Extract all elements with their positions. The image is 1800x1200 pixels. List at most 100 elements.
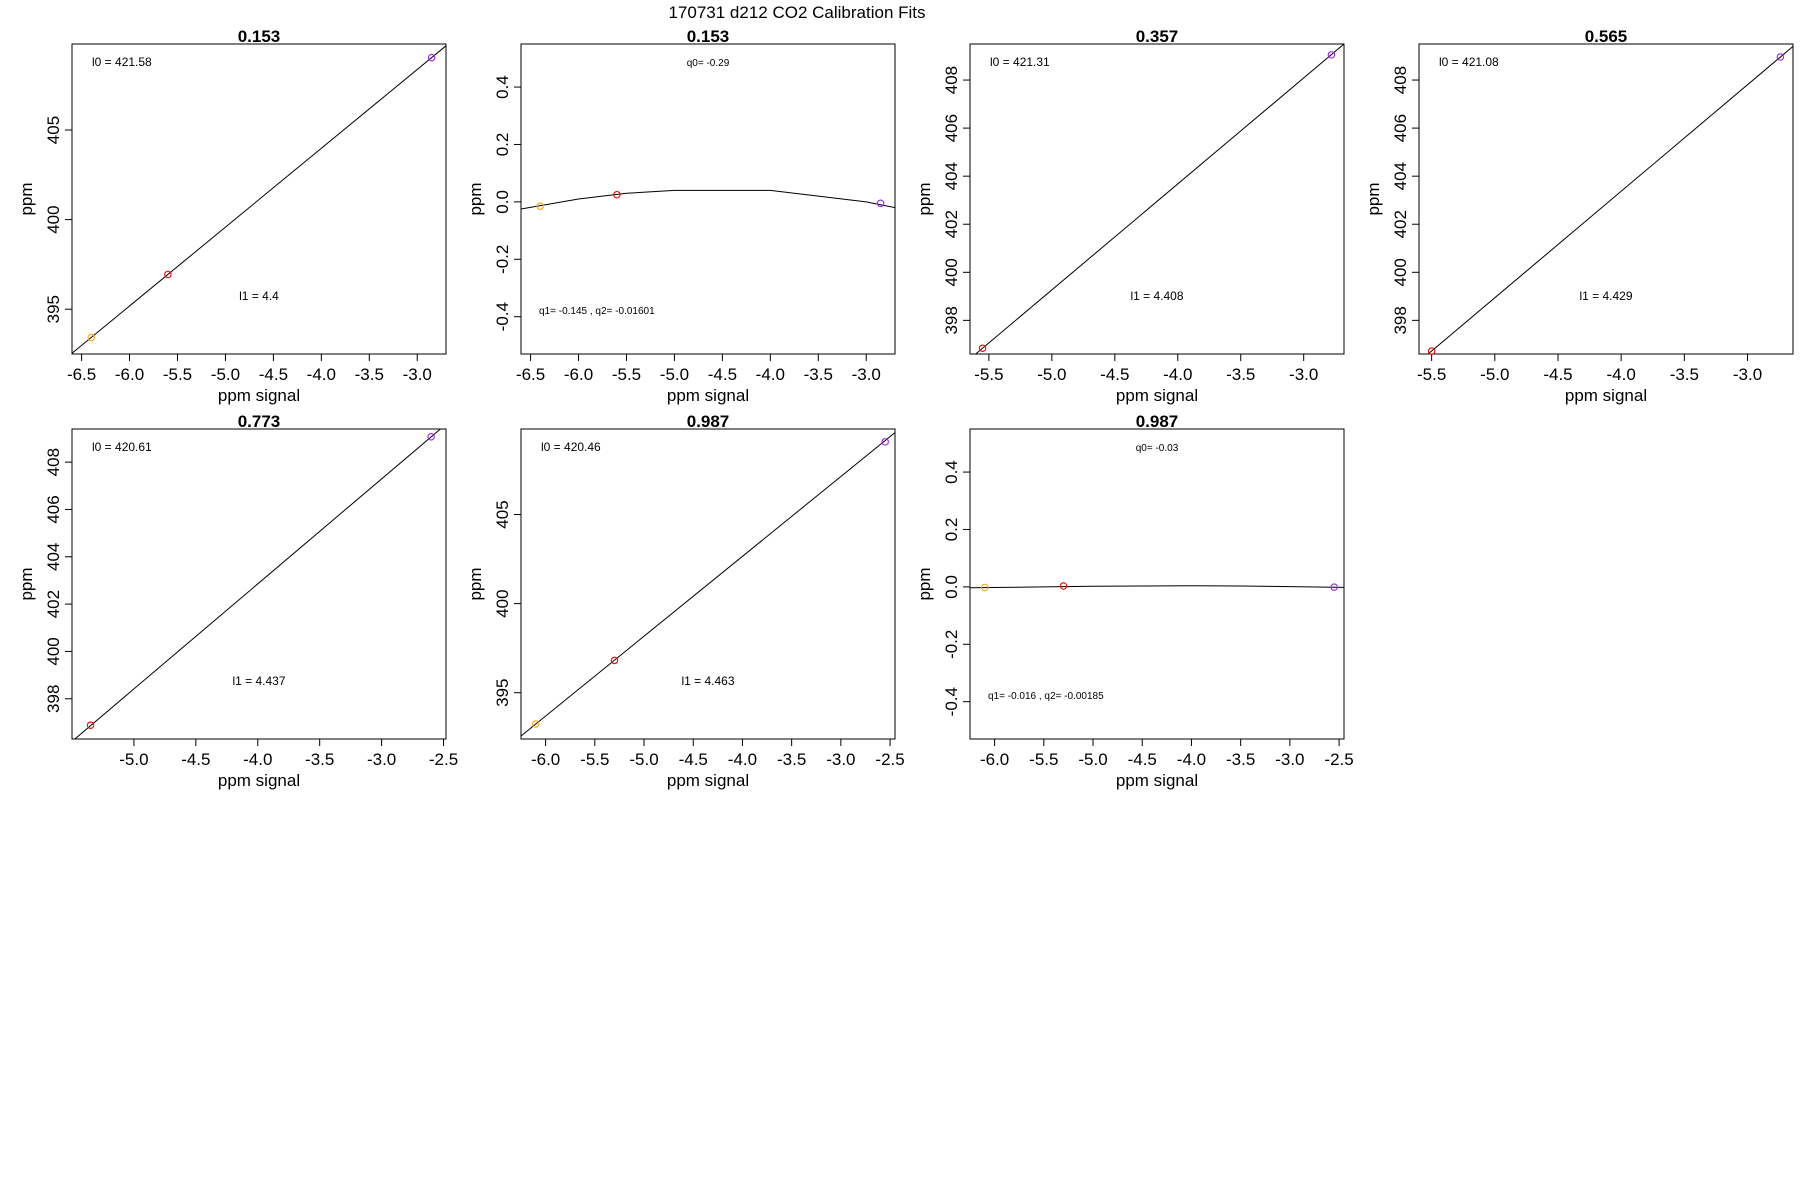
data-point (610, 656, 619, 665)
y-tick-label: 0.4 (493, 75, 512, 99)
x-tick-label: -5.0 (1037, 365, 1066, 384)
x-tick-label: -3.5 (305, 750, 334, 769)
x-axis-label: ppm signal (667, 386, 749, 405)
x-axis-label: ppm signal (1116, 386, 1198, 405)
fit-line (74, 429, 442, 739)
fit-line (970, 585, 1344, 589)
chart-panel: 0.773 -5.0 -4.5 -4.0 -3.5 -3.0 -2.5 398 400 402 40… (17, 412, 458, 790)
chart-panel: 0.153 -6.5 -6.0 -5.5 -5.0 -4.5 -4.0 -3.5 -3.0 -0.… (466, 27, 896, 405)
y-tick-label: -0.4 (493, 302, 512, 331)
x-tick-label: -3.0 (826, 750, 855, 769)
fit-annotation-top: l0 = 421.08 (1439, 55, 1499, 69)
data-point (1059, 582, 1068, 590)
y-tick-label: 0.2 (493, 133, 512, 157)
x-axis-label: ppm signal (218, 771, 300, 790)
x-tick-label: -6.0 (564, 365, 593, 384)
fit-annotation-bottom: l1 = 4.4 (239, 289, 279, 303)
x-tick-label: -3.0 (403, 365, 432, 384)
x-tick-label: -6.0 (531, 750, 560, 769)
x-tick-label: -5.5 (1417, 365, 1446, 384)
y-tick-label: 404 (1391, 162, 1410, 190)
x-tick-label: -3.5 (804, 365, 833, 384)
y-axis-label: ppm (17, 567, 36, 600)
data-point (427, 53, 436, 62)
plot-frame (71, 428, 447, 740)
y-tick-label: 0.0 (942, 575, 961, 599)
x-tick-label: -4.0 (1163, 365, 1192, 384)
y-tick-label: 400 (942, 258, 961, 286)
chart-panel: 0.565 -5.5 -5.0 -4.5 -4.0 -3.5 -3.0 398 400 402 40… (1364, 27, 1794, 405)
chart-panel: 0.153 -6.5 -6.0 -5.5 -5.0 -4.5 -4.0 -3.5 -3.0 395… (17, 27, 447, 405)
figure-title: 170731 d212 CO2 Calibration Fits (668, 3, 925, 22)
x-tick-label: -5.0 (1078, 750, 1107, 769)
x-tick-label: -5.0 (629, 750, 658, 769)
y-tick-label: 402 (44, 590, 63, 618)
data-point (1330, 583, 1338, 591)
fit-line (974, 44, 1344, 354)
x-tick-label: -4.0 (728, 750, 757, 769)
fit-line (521, 432, 895, 737)
fit-line (1427, 46, 1793, 354)
x-tick-label: -4.5 (679, 750, 708, 769)
fit-annotation-top: l0 = 420.61 (92, 440, 152, 454)
fit-annotation-bottom: l1 = 4.463 (681, 674, 734, 688)
y-tick-label: 406 (1391, 114, 1410, 142)
y-tick-label: 405 (44, 116, 63, 144)
plot-frame (1418, 43, 1794, 355)
x-tick-label: -5.0 (119, 750, 148, 769)
chart-panel: 0.357 -5.5 -5.0 -4.5 -4.0 -3.5 -3.0 398 400 402 40… (915, 27, 1345, 405)
y-tick-label: 398 (942, 306, 961, 334)
panel-title: 0.153 (687, 27, 730, 46)
y-tick-label: 400 (44, 205, 63, 233)
x-tick-label: -4.5 (1128, 750, 1157, 769)
x-tick-label: -4.5 (259, 365, 288, 384)
data-point (1776, 53, 1785, 61)
y-tick-label: 402 (942, 210, 961, 238)
plot-frame (71, 43, 447, 355)
data-point (881, 438, 889, 446)
x-tick-label: -4.0 (307, 365, 336, 384)
y-axis-label: ppm (915, 182, 934, 215)
x-tick-label: -2.5 (875, 750, 904, 769)
fit-annotation-top: q0= -0.03 (1136, 443, 1179, 454)
y-tick-label: 0.2 (942, 518, 961, 542)
fit-annotation-bottom: l1 = 4.437 (232, 674, 285, 688)
y-axis-label: ppm (466, 567, 485, 600)
data-point (1327, 51, 1336, 59)
y-tick-label: 404 (44, 543, 63, 571)
fit-annotation-top: l0 = 420.46 (541, 440, 601, 454)
x-tick-label: -6.5 (67, 365, 96, 384)
data-point (978, 344, 987, 352)
data-point (427, 433, 435, 441)
y-tick-label: 400 (44, 637, 63, 665)
plot-frame (969, 43, 1345, 355)
data-point (1427, 347, 1436, 355)
x-axis-label: ppm signal (667, 771, 749, 790)
x-axis-label: ppm signal (218, 386, 300, 405)
panel-title: 0.153 (238, 27, 281, 46)
x-tick-label: -5.0 (660, 365, 689, 384)
x-tick-label: -3.0 (367, 750, 396, 769)
x-tick-label: -5.5 (612, 365, 641, 384)
fit-annotation-bottom: l1 = 4.408 (1130, 289, 1183, 303)
y-tick-label: 406 (942, 114, 961, 142)
x-tick-label: -4.0 (243, 750, 272, 769)
plot-frame (520, 428, 896, 740)
panel-title: 0.987 (1136, 412, 1179, 431)
x-tick-label: -3.0 (1275, 750, 1304, 769)
x-tick-label: -3.5 (777, 750, 806, 769)
y-tick-label: 406 (44, 495, 63, 523)
fit-annotation-bottom: q1= -0.016 , q2= -0.00185 (988, 691, 1104, 702)
data-point (532, 720, 540, 728)
x-tick-label: -4.0 (1607, 365, 1636, 384)
x-tick-label: -5.0 (1480, 365, 1509, 384)
y-tick-label: 395 (493, 678, 512, 706)
x-tick-label: -4.0 (1177, 750, 1206, 769)
y-tick-label: 0.0 (493, 190, 512, 214)
y-tick-label: 395 (44, 295, 63, 323)
fit-annotation-bottom: q1= -0.145 , q2= -0.01601 (539, 306, 655, 317)
x-tick-label: -5.5 (974, 365, 1003, 384)
fit-annotation-top: l0 = 421.58 (92, 55, 152, 69)
y-tick-label: 400 (493, 589, 512, 617)
